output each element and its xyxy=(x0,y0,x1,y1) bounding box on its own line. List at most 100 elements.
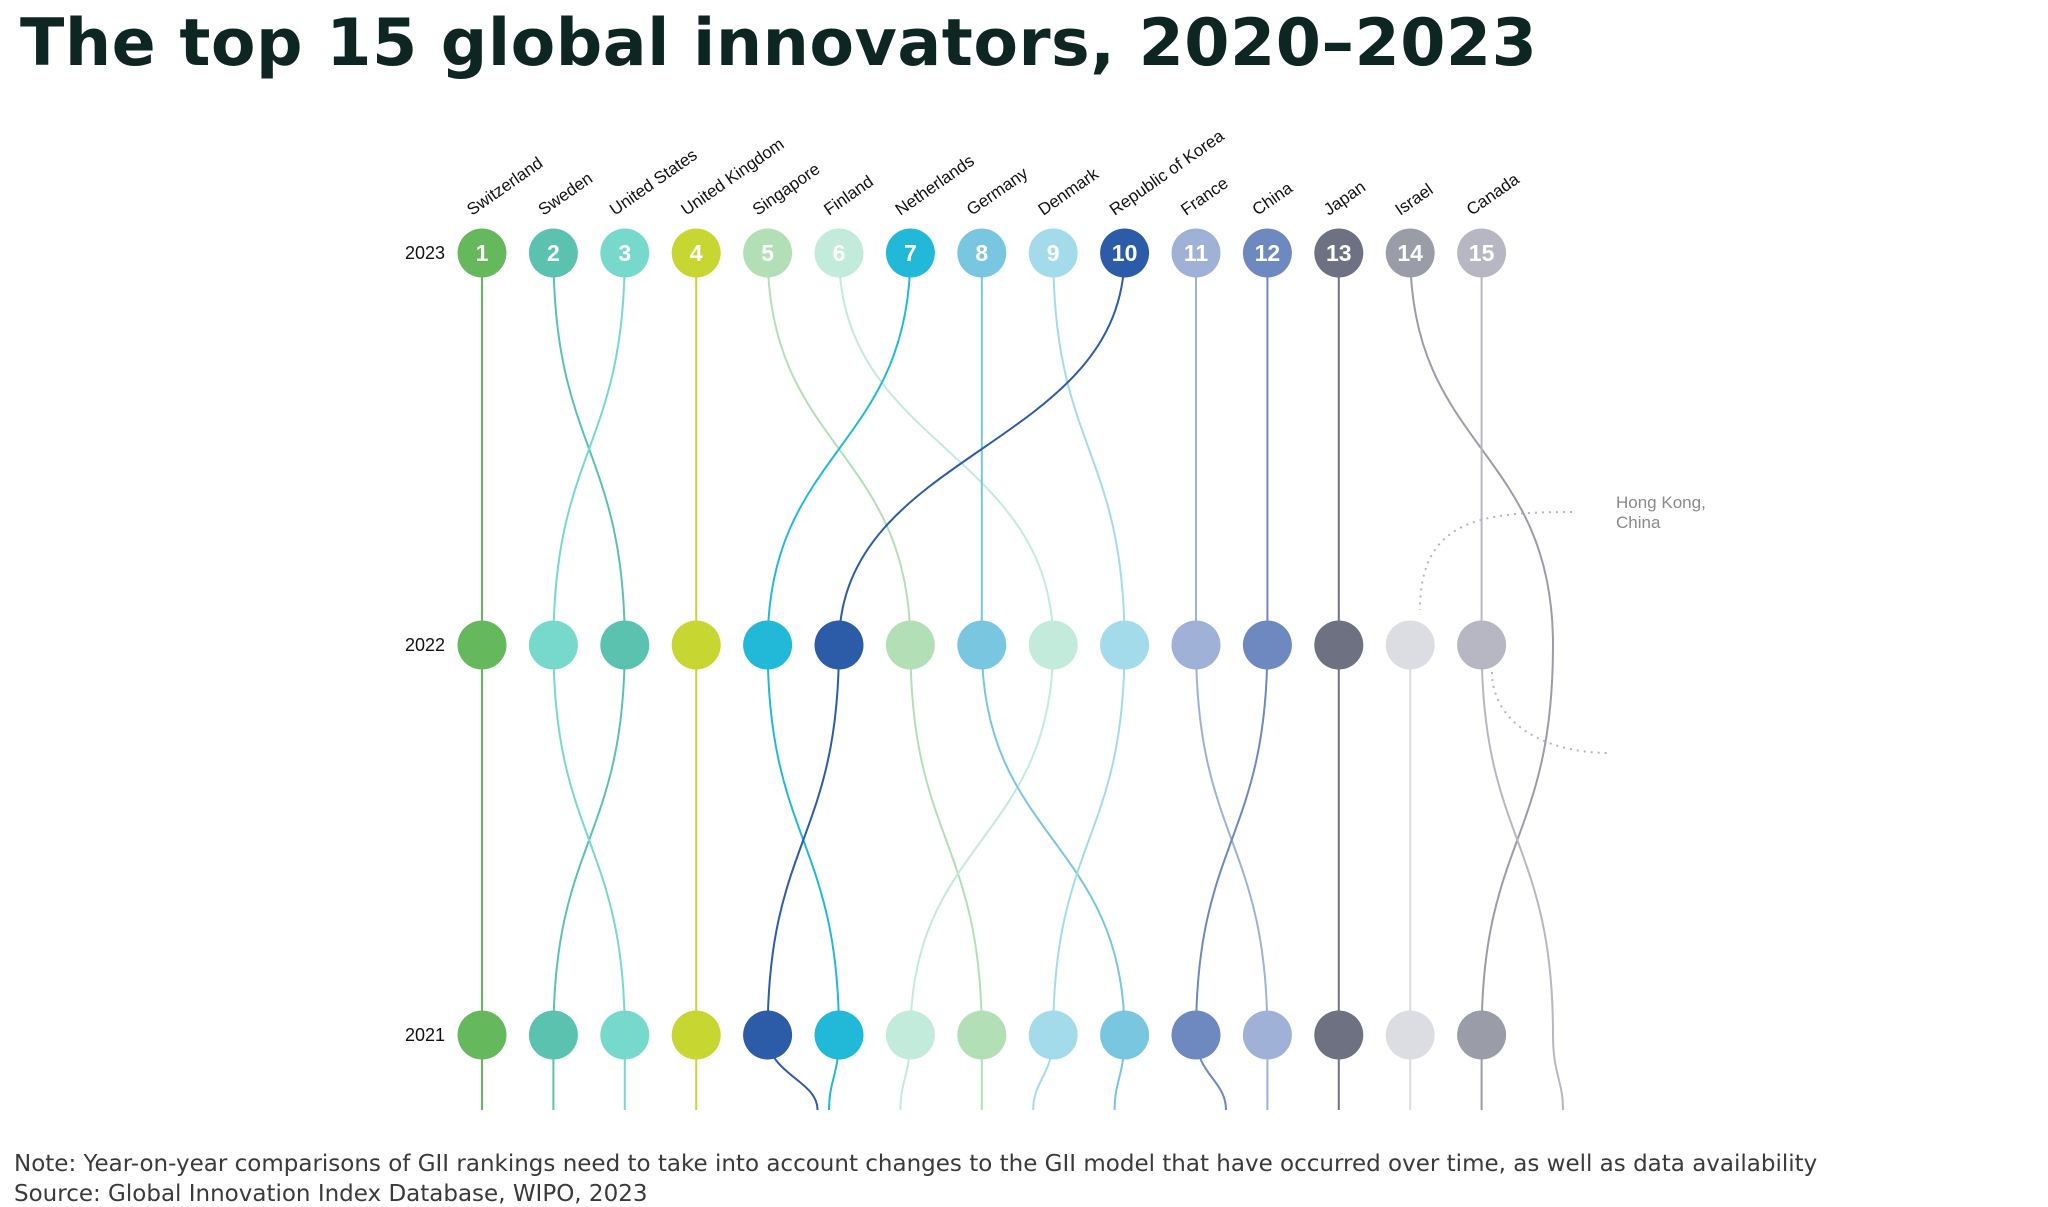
dot-singapore-2023 xyxy=(743,228,793,278)
annotations: Hong Kong,China xyxy=(1616,493,1706,532)
hong-kong-entry-dotted-line xyxy=(1419,511,1573,611)
rank-number-republic-of-korea: 10 xyxy=(1112,240,1138,266)
link-finland-2022-2021 xyxy=(909,644,1055,1036)
dot-germany-2023 xyxy=(957,228,1007,278)
link-china-2022-2021 xyxy=(1195,644,1269,1036)
country-label-canada: Canada xyxy=(1463,169,1523,219)
rank-number-china: 12 xyxy=(1255,240,1281,266)
dot-republic-of-korea-2022 xyxy=(814,620,864,670)
dot-united-states-2023 xyxy=(600,228,650,278)
dot-japan-2021 xyxy=(1314,1010,1364,1060)
link-canada-2022-2021 xyxy=(1480,644,1554,1036)
country-label-germany: Germany xyxy=(963,163,1032,219)
dot-denmark-2022 xyxy=(1100,620,1150,670)
dot-germany-2022 xyxy=(957,620,1007,670)
rank-number-denmark: 9 xyxy=(1047,240,1060,266)
annotation-line-1: Hong Kong, xyxy=(1616,493,1706,512)
dot-singapore-2021 xyxy=(957,1010,1007,1060)
country-label-republic-of-korea: Republic of Korea xyxy=(1106,126,1228,219)
year-labels: 2023 2022 2021 xyxy=(405,243,445,1045)
year-label-2021: 2021 xyxy=(405,1025,445,1045)
rank-number-france: 11 xyxy=(1184,240,1209,266)
year-label-2022: 2022 xyxy=(405,635,445,655)
dot-finland-2021 xyxy=(885,1010,935,1060)
dot-france-2022 xyxy=(1171,620,1221,670)
chart-source: Source: Global Innovation Index Database… xyxy=(14,1181,648,1207)
rank-number-singapore: 5 xyxy=(761,240,774,266)
country-label-switzerland: Switzerland xyxy=(463,153,546,219)
link-germany-2022-2021 xyxy=(980,644,1126,1036)
link-canada-2021-2020 xyxy=(1552,1034,1564,1111)
link-united-states-2022-2021 xyxy=(552,644,626,1036)
dot-united-kingdom-2021 xyxy=(671,1010,721,1060)
dot-netherlands-2021 xyxy=(814,1010,864,1060)
country-label-japan: Japan xyxy=(1320,177,1369,219)
dot-sweden-2023 xyxy=(528,228,578,278)
year-label-2023: 2023 xyxy=(405,243,445,263)
dot-japan-2023 xyxy=(1314,228,1364,278)
link-republic-of-korea-2023-2022 xyxy=(838,252,1126,646)
dot-united-kingdom-2022 xyxy=(671,620,721,670)
dot-israel-2021 xyxy=(1457,1010,1507,1060)
dot-china-2023 xyxy=(1242,228,1292,278)
dot-canada-2023 xyxy=(1457,228,1507,278)
dot-finland-2022 xyxy=(1028,620,1078,670)
dot-denmark-2021 xyxy=(1028,1010,1078,1060)
dot-sweden-2022 xyxy=(600,620,650,670)
dot-switzerland-2021 xyxy=(457,1010,507,1060)
country-label-denmark: Denmark xyxy=(1035,164,1103,219)
dot-singapore-2022 xyxy=(885,620,935,670)
dot-netherlands-2023 xyxy=(885,228,935,278)
link-netherlands-2023-2022 xyxy=(766,252,912,646)
dot-united-states-2022 xyxy=(528,620,578,670)
dot-japan-2022 xyxy=(1314,620,1364,670)
dot-switzerland-2023 xyxy=(457,228,507,278)
rank-number-united-kingdom: 4 xyxy=(690,240,703,266)
hong-kong-dotted-lines xyxy=(1419,511,1611,754)
dot-switzerland-2022 xyxy=(457,620,507,670)
link-republic-of-korea-2022-2021 xyxy=(766,644,840,1036)
chart-note: Note: Year-on-year comparisons of GII ra… xyxy=(14,1151,1818,1177)
dot-israel-2023 xyxy=(1385,228,1435,278)
link-finland-2023-2022 xyxy=(838,252,1055,646)
country-label-china: China xyxy=(1249,178,1297,219)
rank-number-finland: 6 xyxy=(833,240,846,266)
dot-republic-of-korea-2023 xyxy=(1100,228,1150,278)
dot-france-2023 xyxy=(1171,228,1221,278)
country-label-netherlands: Netherlands xyxy=(892,151,978,219)
dot-canada-2022 xyxy=(1457,620,1507,670)
dot-finland-2023 xyxy=(814,228,864,278)
dot-netherlands-2022 xyxy=(743,620,793,670)
dot-sweden-2021 xyxy=(528,1010,578,1060)
dot-france-2021 xyxy=(1242,1010,1292,1060)
dot-hong-kong-china-2022 xyxy=(1385,620,1435,670)
dot-hong-kong-china-2021 xyxy=(1385,1010,1435,1060)
country-label-france: France xyxy=(1177,173,1231,219)
country-label-finland: Finland xyxy=(820,172,877,220)
rank-number-canada: 15 xyxy=(1469,240,1495,266)
rank-number-germany: 8 xyxy=(975,240,988,266)
rank-number-japan: 13 xyxy=(1326,240,1352,266)
rank-number-united-states: 3 xyxy=(618,240,631,266)
chart-title: The top 15 global innovators, 2020–2023 xyxy=(20,6,1538,81)
rank-number-israel: 14 xyxy=(1397,240,1423,266)
rank-dots: 1 2 3 4 5 6 7 8 9 10 11 12 13 14 15 xyxy=(457,228,1507,1060)
dot-china-2021 xyxy=(1171,1010,1221,1060)
link-singapore-2022-2021 xyxy=(909,644,983,1036)
link-denmark-2022-2021 xyxy=(1052,644,1126,1036)
rank-number-switzerland: 1 xyxy=(476,240,489,266)
rank-number-netherlands: 7 xyxy=(904,240,917,266)
dot-republic-of-korea-2021 xyxy=(743,1010,793,1060)
country-label-israel: Israel xyxy=(1392,180,1437,219)
annotation-line-2: China xyxy=(1616,513,1661,532)
dot-denmark-2023 xyxy=(1028,228,1078,278)
rank-links xyxy=(480,252,1564,1111)
dot-germany-2021 xyxy=(1100,1010,1150,1060)
link-united-states-2023-2022 xyxy=(552,252,626,646)
dot-united-states-2021 xyxy=(600,1010,650,1060)
link-denmark-2023-2022 xyxy=(1052,252,1126,646)
dot-china-2022 xyxy=(1242,620,1292,670)
rank-number-sweden: 2 xyxy=(547,240,560,266)
